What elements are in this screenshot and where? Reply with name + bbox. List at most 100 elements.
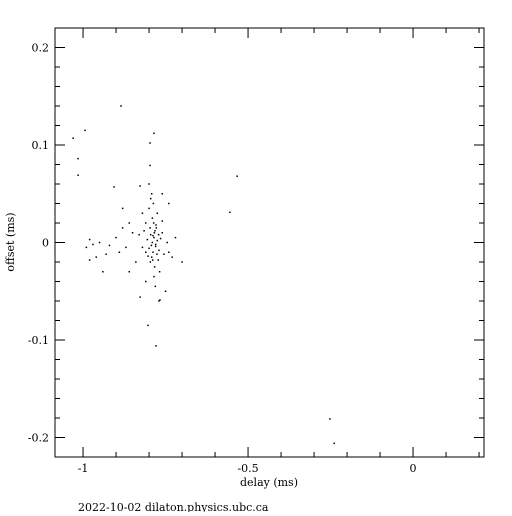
point [143, 230, 145, 232]
point [147, 255, 149, 257]
point [146, 238, 149, 241]
point [95, 256, 97, 258]
point [121, 227, 124, 229]
point [105, 253, 107, 255]
point [329, 418, 331, 420]
x-tick-label: 0 [410, 462, 417, 475]
point [115, 236, 117, 239]
point [153, 132, 155, 135]
point [128, 222, 130, 224]
point [155, 224, 157, 226]
point [156, 253, 158, 255]
point [154, 230, 156, 232]
x-axis-label: delay (ms) [240, 476, 298, 489]
point [148, 247, 150, 250]
point [163, 253, 165, 255]
point [121, 207, 124, 210]
point [145, 251, 147, 253]
point [138, 233, 140, 236]
point [148, 183, 150, 185]
point [236, 175, 238, 177]
y-tick-label: -0.1 [28, 334, 49, 347]
x-tick-label: -0.5 [237, 462, 258, 475]
point [168, 202, 170, 205]
point [141, 212, 144, 214]
point [150, 193, 153, 195]
point [85, 246, 88, 249]
x-tick-label: -1 [78, 462, 89, 475]
y-tick-label: 0.1 [32, 139, 50, 152]
y-tick-label: 0 [42, 237, 49, 250]
point [158, 300, 160, 302]
point [72, 137, 74, 139]
point [159, 237, 162, 240]
point [147, 324, 149, 327]
point [145, 222, 147, 224]
point [157, 233, 160, 236]
point [149, 142, 151, 144]
point [125, 246, 127, 249]
point [164, 290, 167, 292]
point [161, 232, 163, 234]
point [161, 193, 163, 195]
point [135, 261, 137, 263]
point [77, 157, 79, 160]
point [229, 211, 231, 214]
point [168, 251, 170, 253]
y-tick-label: 0.2 [32, 42, 50, 55]
point [152, 251, 154, 253]
point [88, 259, 91, 261]
point [131, 232, 134, 234]
point [152, 234, 154, 237]
point [154, 243, 157, 246]
point [113, 186, 115, 188]
point [150, 256, 153, 258]
point [155, 227, 158, 229]
point [102, 271, 104, 273]
point [154, 285, 157, 288]
point [166, 241, 168, 244]
point [139, 296, 141, 298]
point [145, 280, 147, 283]
point [77, 174, 79, 176]
point [149, 164, 151, 167]
point [149, 227, 151, 229]
footer: 2022-10-02 dilaton.physics.ubc.ca [78, 501, 269, 512]
point [88, 238, 91, 241]
point [151, 259, 154, 261]
point [152, 222, 155, 224]
point [149, 261, 152, 263]
point [153, 275, 155, 278]
point [154, 245, 157, 248]
point [128, 271, 130, 273]
point [151, 241, 154, 244]
point [153, 232, 156, 234]
point [181, 261, 183, 263]
y-tick-label: -0.2 [28, 432, 49, 445]
point [98, 241, 101, 244]
point [161, 220, 163, 222]
point [120, 105, 122, 107]
point [174, 236, 177, 239]
point [152, 202, 155, 205]
y-axis-label: offset (ms) [4, 212, 17, 271]
point [148, 207, 150, 210]
point [156, 212, 159, 214]
point [84, 129, 86, 132]
point [153, 236, 155, 239]
point [333, 442, 335, 445]
point [155, 345, 157, 347]
plot-frame [54, 27, 485, 458]
point [139, 185, 141, 187]
point [153, 266, 156, 268]
point [149, 233, 152, 236]
point [158, 249, 160, 252]
point [156, 239, 159, 242]
point [159, 299, 161, 301]
point [157, 259, 160, 261]
point [118, 251, 121, 253]
point [149, 197, 152, 200]
point [141, 246, 144, 249]
point [150, 244, 153, 247]
